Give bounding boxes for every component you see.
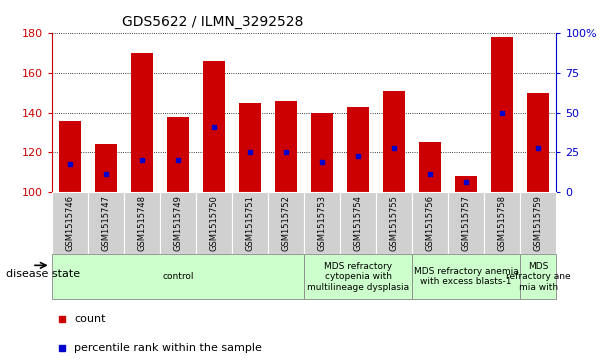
Bar	[455, 176, 477, 192]
Text: GSM1515751: GSM1515751	[246, 195, 254, 251]
Text: GSM1515750: GSM1515750	[209, 195, 218, 251]
Text: percentile rank within the sample: percentile rank within the sample	[74, 343, 262, 354]
Bar	[520, 254, 556, 299]
Bar	[340, 192, 376, 254]
Bar	[52, 254, 304, 299]
Text: GSM1515746: GSM1515746	[65, 195, 74, 252]
Text: GSM1515758: GSM1515758	[498, 195, 506, 252]
Bar	[232, 192, 268, 254]
Bar	[239, 102, 261, 192]
Bar	[268, 192, 304, 254]
Text: GSM1515757: GSM1515757	[461, 195, 471, 252]
Bar	[131, 53, 153, 192]
Bar	[124, 192, 160, 254]
Bar	[52, 192, 88, 254]
Text: GSM1515747: GSM1515747	[102, 195, 110, 252]
Bar	[167, 117, 188, 192]
Bar	[491, 37, 513, 192]
Text: GSM1515753: GSM1515753	[317, 195, 326, 252]
Text: GSM1515756: GSM1515756	[426, 195, 435, 252]
Text: MDS
refractory ane
mia with: MDS refractory ane mia with	[506, 262, 571, 292]
Bar	[412, 254, 520, 299]
Text: GSM1515754: GSM1515754	[354, 195, 362, 251]
Bar	[304, 192, 340, 254]
Text: GSM1515752: GSM1515752	[282, 195, 291, 251]
Text: MDS refractory anemia
with excess blasts-1: MDS refractory anemia with excess blasts…	[414, 267, 519, 286]
Text: GSM1515748: GSM1515748	[137, 195, 147, 252]
Text: MDS refractory
cytopenia with
multilineage dysplasia: MDS refractory cytopenia with multilinea…	[307, 262, 409, 292]
Bar	[304, 254, 412, 299]
Bar	[484, 192, 520, 254]
Text: GDS5622 / ILMN_3292528: GDS5622 / ILMN_3292528	[122, 15, 303, 29]
Bar	[203, 61, 225, 192]
Bar	[196, 192, 232, 254]
Bar	[160, 192, 196, 254]
Bar	[520, 192, 556, 254]
Bar	[95, 144, 117, 192]
Bar	[383, 90, 405, 192]
Text: GSM1515759: GSM1515759	[534, 195, 543, 251]
Text: GSM1515749: GSM1515749	[173, 195, 182, 251]
Bar	[59, 121, 80, 192]
Bar	[448, 192, 484, 254]
Bar	[88, 192, 124, 254]
Bar	[420, 143, 441, 192]
Bar	[275, 101, 297, 192]
Text: disease state: disease state	[6, 269, 80, 279]
Bar	[528, 93, 549, 192]
Text: control: control	[162, 272, 193, 281]
Text: count: count	[74, 314, 106, 325]
Bar	[311, 113, 333, 192]
Bar	[347, 107, 369, 192]
Bar	[376, 192, 412, 254]
Text: GSM1515755: GSM1515755	[390, 195, 399, 251]
Bar	[412, 192, 448, 254]
